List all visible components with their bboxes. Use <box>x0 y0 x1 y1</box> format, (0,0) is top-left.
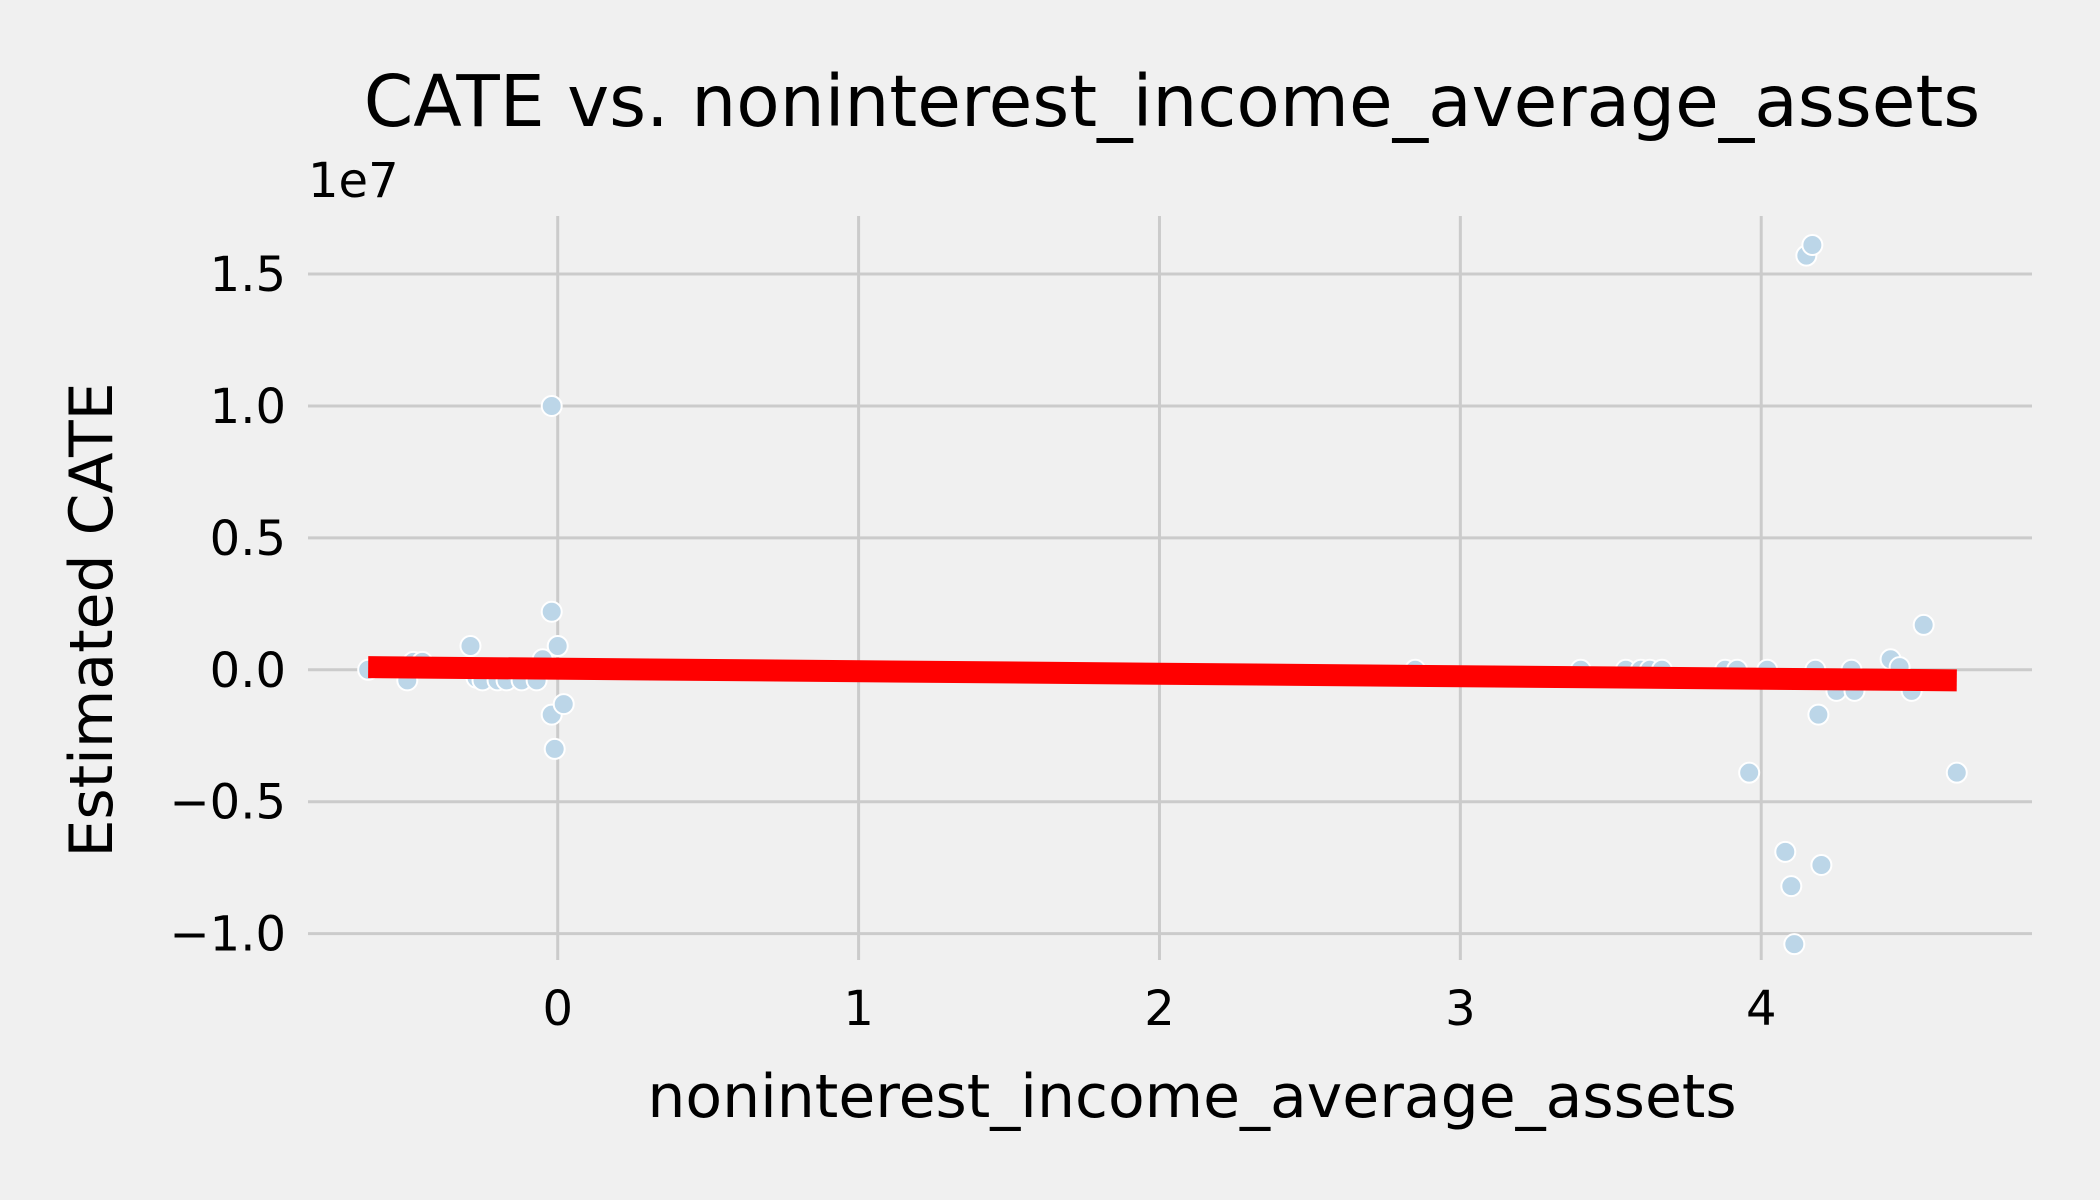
scatter-point <box>1912 613 1935 636</box>
y-tick-label: 0.5 <box>210 511 286 567</box>
y-tick-label: 0.0 <box>210 643 286 699</box>
scatter-point <box>459 635 482 658</box>
x-tick-label: 4 <box>1746 981 1777 1037</box>
scatter-point <box>1783 933 1806 956</box>
y-tick-label: 1.0 <box>210 379 286 435</box>
grid-lines <box>308 216 2032 960</box>
y-axis-label: Estimated CATE <box>57 382 127 857</box>
scatter-point <box>1780 875 1803 898</box>
y-offset-label: 1e7 <box>308 153 399 209</box>
scatter-point <box>540 394 563 417</box>
x-tick-label: 3 <box>1445 981 1476 1037</box>
tick-labels: 0 1 2 3 4 −1.0 −0.5 0.0 0.5 1.0 1.5 <box>169 247 1776 1037</box>
chart-title: CATE vs. noninterest_income_average_asse… <box>364 60 1981 143</box>
x-tick-label: 1 <box>843 981 874 1037</box>
trend-line-layer <box>368 656 1957 692</box>
trend-line <box>368 656 1957 692</box>
x-tick-label: 2 <box>1144 981 1175 1037</box>
scatter-points <box>357 234 1968 956</box>
scatter-point <box>546 635 569 658</box>
y-tick-label: −0.5 <box>169 775 286 831</box>
x-tick-label: 0 <box>542 981 573 1037</box>
scatter-point <box>543 737 566 760</box>
scatter-point <box>1945 761 1968 784</box>
scatter-point <box>540 600 563 623</box>
y-tick-label: 1.5 <box>210 247 286 303</box>
scatter-point <box>1774 840 1797 863</box>
scatter-point <box>1738 761 1761 784</box>
scatter-point <box>1810 854 1833 877</box>
scatter-point <box>552 693 575 716</box>
scatter-point <box>1807 703 1830 726</box>
scatter-point <box>1801 234 1824 257</box>
x-axis-label: noninterest_income_average_assets <box>647 1062 1736 1132</box>
y-tick-label: −1.0 <box>169 907 286 963</box>
